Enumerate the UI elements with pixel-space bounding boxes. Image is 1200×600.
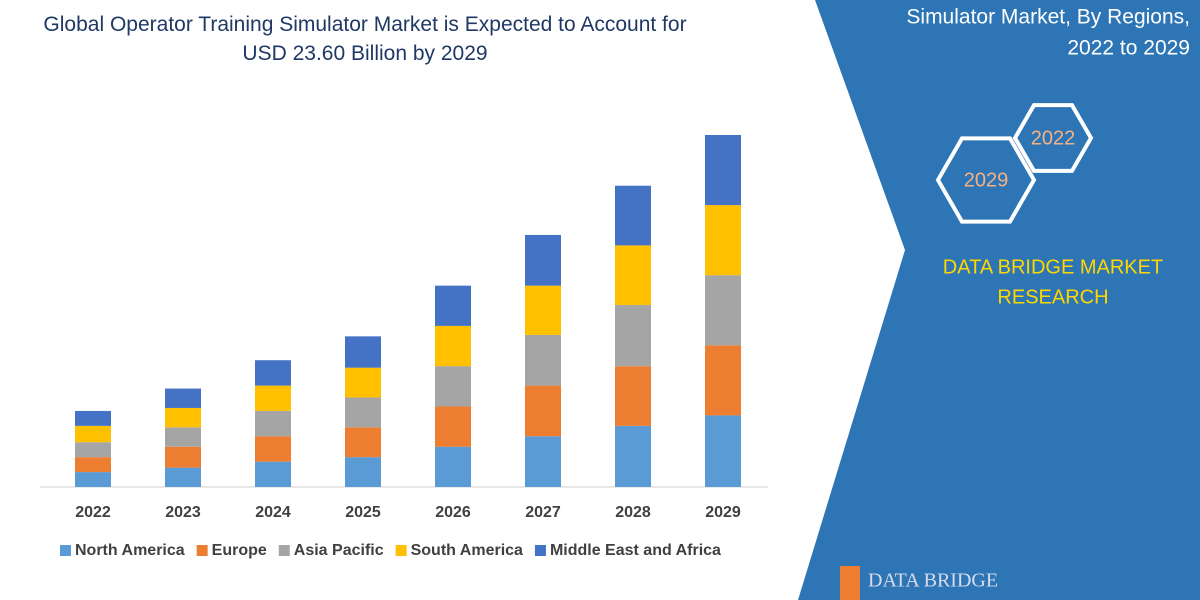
bar-segment (345, 367, 381, 398)
brand-name: DATA BRIDGE MARKET (943, 256, 1163, 278)
bar-segment (435, 366, 471, 407)
x-tick-label: 2025 (345, 504, 381, 521)
bar-segment (525, 436, 561, 487)
bar-segment (255, 360, 291, 386)
hexagon-label: 2022 (1031, 127, 1076, 149)
bar-segment (435, 325, 471, 367)
legend-swatch (534, 545, 546, 556)
panel-subtitle: 2022 to 2029 (1067, 37, 1190, 60)
bar-segment (165, 467, 201, 487)
bar-segment (435, 285, 471, 326)
x-tick-label: 2029 (705, 504, 741, 521)
bar-segment (345, 397, 381, 428)
legend-label: Asia Pacific (294, 542, 384, 559)
side-panel (798, 0, 1200, 600)
bar-segment (615, 366, 651, 426)
panel-subtitle: Simulator Market, By Regions, (906, 6, 1190, 29)
bar-segment (75, 472, 111, 487)
legend-label: Middle East and Africa (550, 542, 721, 559)
x-tick-label: 2027 (525, 504, 561, 521)
bar-segment (705, 345, 741, 416)
legend-swatch (60, 545, 71, 556)
bar-segment (435, 446, 471, 487)
legend-swatch (395, 545, 407, 556)
bar-segment (615, 185, 651, 246)
bar-segment (435, 406, 471, 447)
x-tick-label: 2026 (435, 504, 471, 521)
bar-segment (525, 334, 561, 386)
x-tick-label: 2023 (165, 504, 201, 521)
bar-segment (705, 415, 741, 487)
bar-segment (165, 407, 201, 428)
bar-segment (525, 385, 561, 437)
bar-segment (255, 385, 291, 411)
legend-swatch (278, 545, 290, 556)
legend-swatch (196, 545, 208, 556)
hexagon (1012, 103, 1094, 173)
bar-segment (255, 461, 291, 487)
bar-segment (165, 427, 201, 447)
bar-segment (345, 457, 381, 487)
x-tick-label: 2022 (75, 504, 111, 521)
bar-segment (615, 245, 651, 306)
bar-segment (75, 410, 111, 426)
bar-segment (255, 436, 291, 462)
bar-segment (345, 427, 381, 458)
bar-segment (525, 234, 561, 286)
legend-label: North America (75, 542, 185, 559)
bar-segment (165, 388, 201, 408)
brand-name: RESEARCH (997, 286, 1108, 308)
bar-segment (75, 425, 111, 443)
bar-segment (615, 305, 651, 367)
bar-segment (75, 457, 111, 473)
bar-segment (255, 410, 291, 437)
hexagon (935, 136, 1037, 224)
legend-label: South America (411, 542, 523, 559)
bar-segment (75, 442, 111, 458)
chart-title: Global Operator Training Simulator Marke… (43, 13, 687, 65)
bar-segment (345, 336, 381, 368)
logo-text: DATA BRIDGE (868, 570, 998, 592)
legend-label: Europe (212, 542, 267, 559)
bar-segment (525, 285, 561, 335)
bar-segment (165, 446, 201, 468)
bar-segment (705, 205, 741, 276)
x-tick-label: 2024 (255, 504, 291, 521)
bar-segment (705, 275, 741, 346)
logo-mark (840, 566, 860, 600)
bar-segment (705, 135, 741, 206)
x-tick-label: 2028 (615, 504, 651, 521)
bar-segment (615, 425, 651, 487)
hexagon-label: 2029 (964, 169, 1009, 191)
